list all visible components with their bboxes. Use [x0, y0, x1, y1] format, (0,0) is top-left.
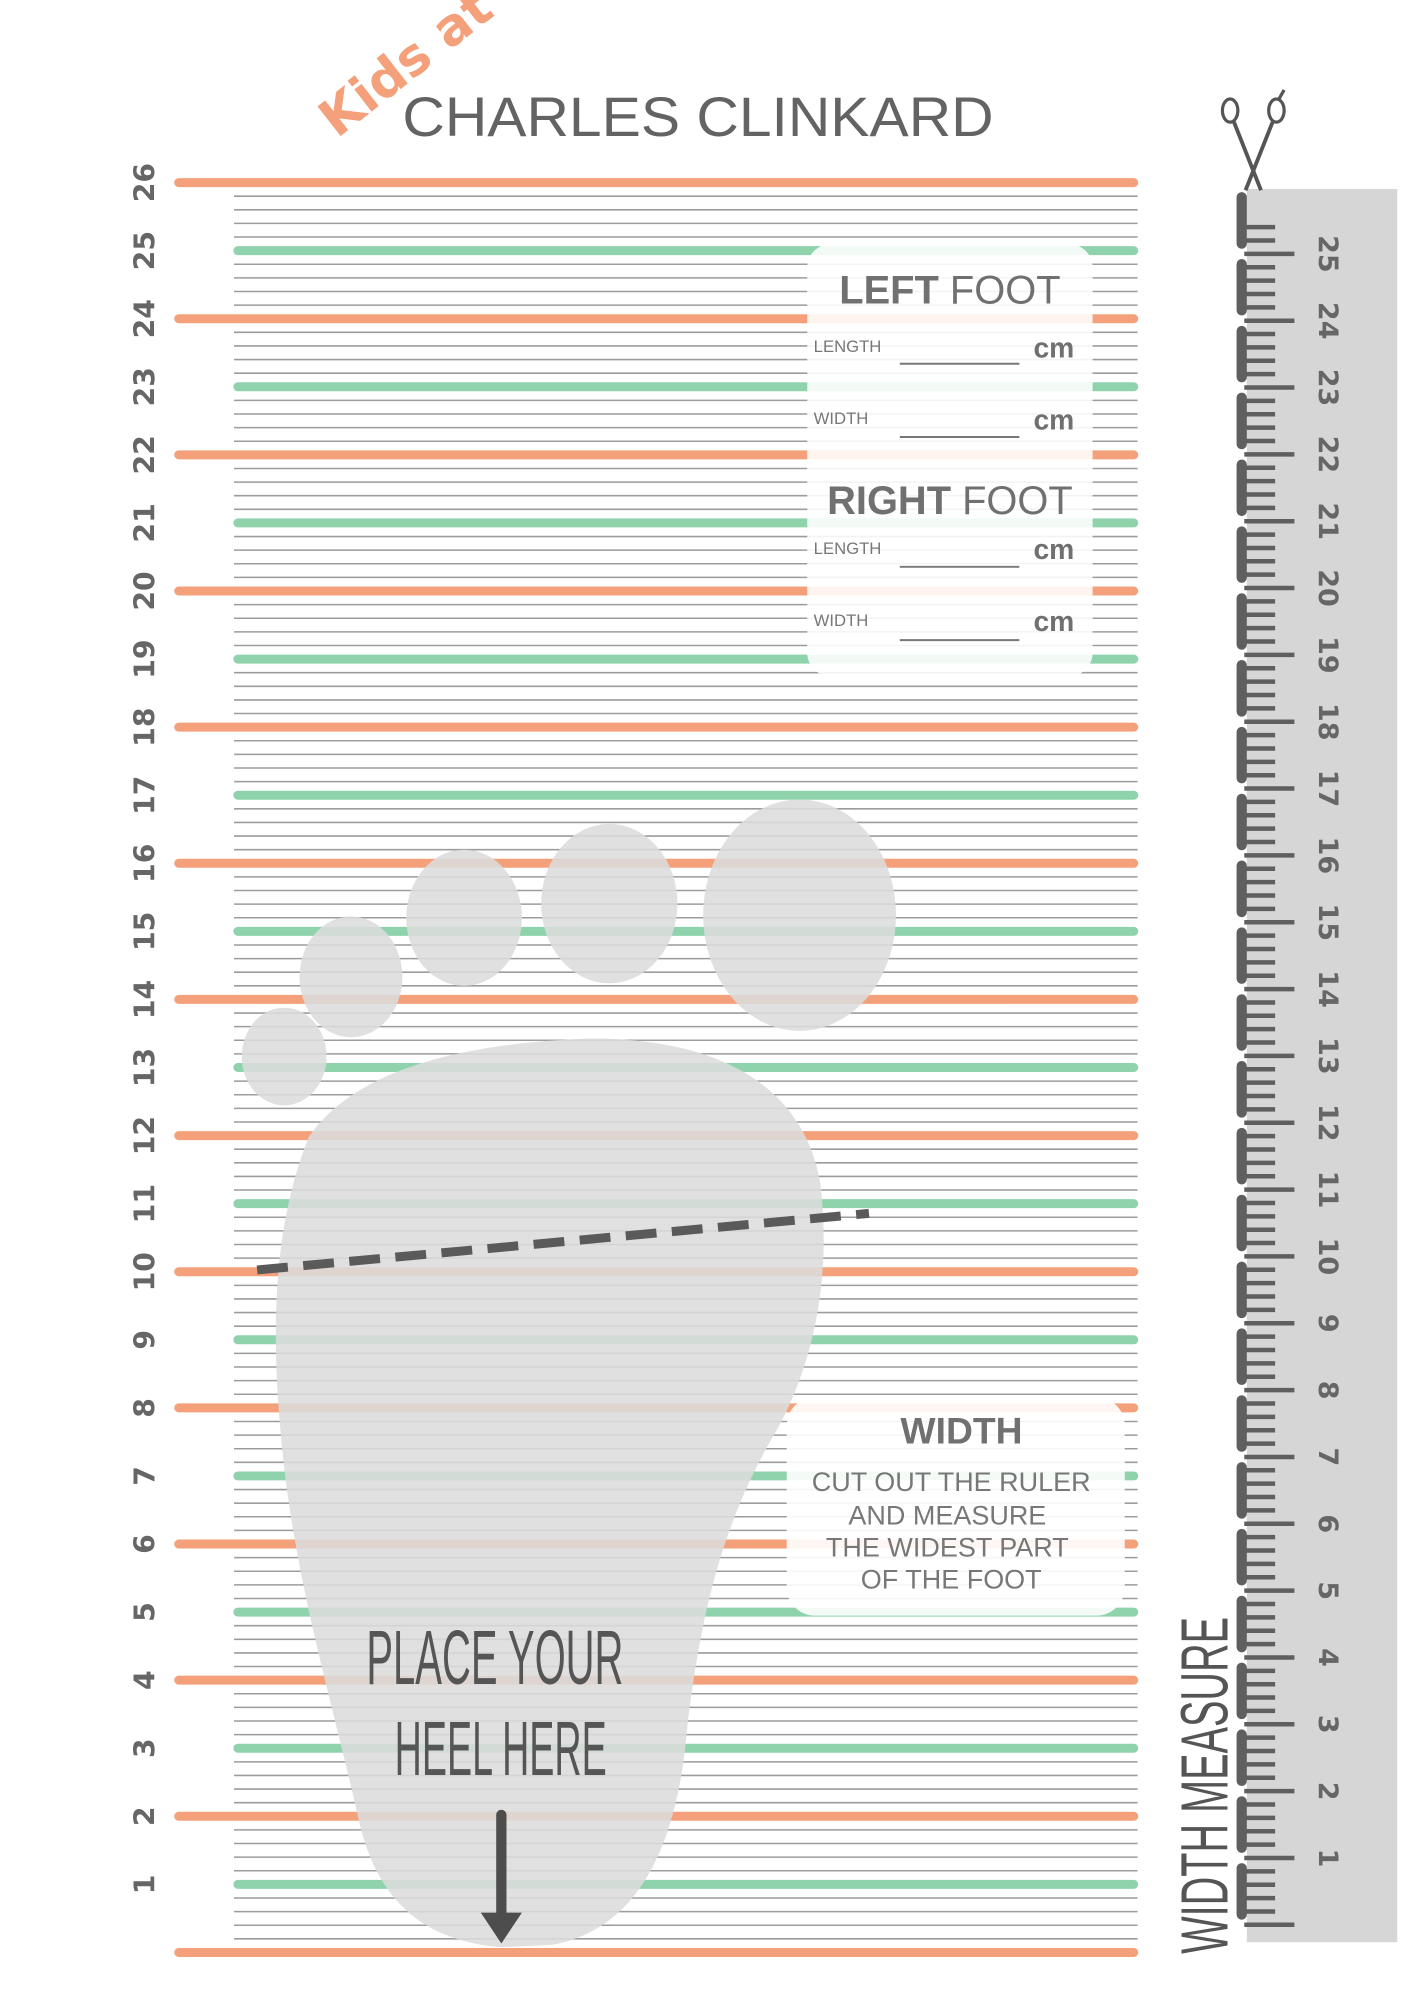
- length-label: 23: [128, 367, 161, 406]
- length-label: 13: [128, 1048, 161, 1087]
- toe-2: [541, 823, 678, 984]
- ruler-label: 14: [1312, 970, 1343, 1008]
- ruler-label: 17: [1312, 770, 1343, 808]
- ruler-label: 6: [1312, 1514, 1343, 1533]
- ruler-label: 22: [1312, 436, 1343, 474]
- length-labels: 1234567891011121314151617181920212223242…: [128, 163, 161, 1894]
- right-foot-title: RIGHT FOOT: [827, 479, 1073, 523]
- right-length-label: LENGTH: [814, 539, 882, 558]
- length-label: 18: [128, 707, 161, 746]
- left-foot-title-bold: LEFT: [839, 268, 939, 312]
- ruler-label: 18: [1312, 703, 1343, 741]
- length-label: 15: [128, 912, 161, 951]
- ruler-label: 7: [1312, 1448, 1343, 1467]
- toe-4: [299, 916, 403, 1038]
- length-label: 11: [128, 1184, 161, 1223]
- length-label: 5: [128, 1602, 161, 1622]
- right-foot-title-space: [951, 479, 962, 523]
- foot-silhouette: [241, 799, 896, 1948]
- ruler-label: 12: [1312, 1104, 1343, 1142]
- scissors-icon: [1220, 89, 1286, 191]
- widest-part-dashed-line: [256, 1208, 870, 1275]
- length-label: 8: [128, 1398, 161, 1418]
- width-measure-title: WIDTH MEASURE: [1169, 1617, 1243, 1954]
- left-length-unit: cm: [1033, 331, 1074, 363]
- length-label: 12: [128, 1116, 161, 1155]
- foot-record-card: LEFT FOOT LENGTH cm WIDTH cm RIGHT FOOT …: [807, 244, 1093, 677]
- width-card-line-1: CUT OUT THE RULER: [812, 1467, 1091, 1497]
- ruler-label: 10: [1312, 1238, 1343, 1276]
- ruler-label: 5: [1312, 1581, 1343, 1600]
- ruler-label: 23: [1312, 369, 1343, 407]
- left-length-label: LENGTH: [814, 337, 882, 356]
- length-label: 24: [128, 299, 161, 338]
- toe-3: [406, 849, 522, 986]
- right-length-unit: cm: [1033, 533, 1074, 565]
- ruler-label: 25: [1312, 235, 1343, 273]
- ruler-ticks: [1236, 192, 1295, 1928]
- length-label: 2: [128, 1806, 161, 1826]
- width-card-line-3: THE WIDEST PART: [826, 1533, 1069, 1563]
- left-foot-title-space: [939, 268, 950, 312]
- left-foot-title: LEFT FOOT: [839, 268, 1060, 312]
- ruler-label: 8: [1312, 1381, 1343, 1400]
- length-label: 22: [128, 435, 161, 474]
- length-label: 4: [128, 1670, 161, 1690]
- width-card-title: WIDTH: [900, 1409, 1022, 1451]
- sole: [275, 1038, 824, 1948]
- toe-1: [703, 799, 896, 1031]
- ruler-label: 15: [1312, 903, 1343, 941]
- length-label: 21: [128, 503, 161, 542]
- length-label: 20: [128, 571, 161, 610]
- length-label: 9: [128, 1330, 161, 1350]
- length-label: 3: [128, 1738, 161, 1758]
- ruler-label: 3: [1312, 1715, 1343, 1734]
- width-ruler[interactable]: 1234567891011121314151617181920212223242…: [1236, 188, 1398, 1943]
- ruler-label: 21: [1312, 502, 1343, 540]
- ruler-label: 24: [1312, 302, 1343, 340]
- brand-logo: Kids at CHARLES CLINKARD: [308, 0, 994, 149]
- right-foot-title-bold: RIGHT: [827, 479, 951, 523]
- ruler-label: 4: [1312, 1648, 1343, 1667]
- width-instruction-card: WIDTH CUT OUT THE RULER AND MEASURE THE …: [786, 1397, 1125, 1616]
- ruler-label: 2: [1312, 1782, 1343, 1801]
- arrow-down-icon: [480, 1809, 522, 1944]
- length-label: 6: [128, 1534, 161, 1554]
- right-width-label: WIDTH: [814, 611, 869, 630]
- ruler-label: 11: [1312, 1171, 1343, 1209]
- length-label: 14: [128, 980, 161, 1019]
- length-label: 7: [128, 1466, 161, 1486]
- right-width-unit: cm: [1033, 605, 1074, 637]
- toe-5: [241, 1007, 327, 1106]
- brand-name: CHARLES CLINKARD: [402, 86, 993, 148]
- heel-text-line2: HEEL HERE: [395, 1706, 607, 1792]
- ruler-label: 20: [1312, 569, 1343, 607]
- length-label: 16: [128, 844, 161, 883]
- heel-text-line1: PLACE YOUR: [366, 1615, 623, 1701]
- left-foot-title-light: FOOT: [950, 268, 1061, 312]
- left-width-label: WIDTH: [814, 409, 869, 428]
- width-card-line-2: AND MEASURE: [848, 1500, 1046, 1530]
- right-foot-title-light: FOOT: [962, 479, 1073, 523]
- ruler-label: 13: [1312, 1037, 1343, 1075]
- length-label: 26: [128, 163, 161, 202]
- length-label: 10: [128, 1252, 161, 1291]
- width-card-line-4: OF THE FOOT: [861, 1565, 1042, 1595]
- left-width-unit: cm: [1033, 403, 1074, 435]
- ruler-label: 1: [1312, 1849, 1343, 1868]
- ruler-label: 9: [1312, 1314, 1343, 1333]
- length-label: 19: [128, 639, 161, 678]
- length-label: 1: [128, 1875, 161, 1895]
- length-label: 25: [128, 231, 161, 270]
- ruler-labels: 1234567891011121314151617181920212223242…: [1312, 235, 1343, 1867]
- length-label: 17: [128, 776, 161, 815]
- ruler-label: 19: [1312, 636, 1343, 674]
- width-card-bg: [786, 1397, 1125, 1616]
- ruler-label: 16: [1312, 837, 1343, 875]
- record-card-bg: [807, 244, 1093, 677]
